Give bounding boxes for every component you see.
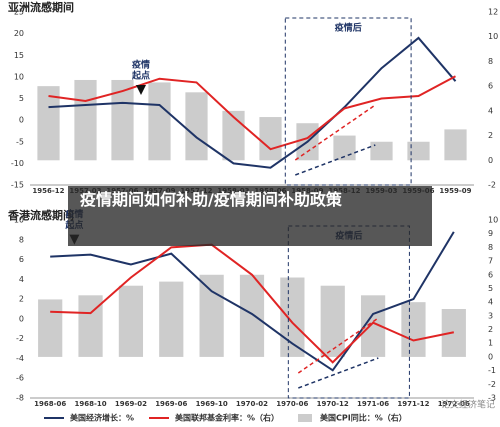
x-tick-label: 1956-12 (32, 187, 64, 195)
y2-tick-label: 2 (488, 325, 493, 334)
y-tick-label: -10 (11, 159, 24, 168)
y-tick-label: 10 (14, 72, 24, 81)
bar (259, 117, 282, 161)
y-tick-label: 5 (19, 94, 24, 103)
y2-tick-label: 0 (488, 352, 493, 361)
post-box (287, 225, 410, 399)
y2-tick-label: 8 (488, 243, 493, 252)
bar (111, 79, 134, 161)
y2-tick-label: 0 (488, 156, 493, 165)
y2-tick-label: 1 (488, 339, 493, 348)
x-tick-label: 1959-09 (439, 187, 471, 195)
legend-swatch (298, 414, 312, 422)
x-tick-label: 1972-06 (438, 400, 470, 408)
annotation: 疫情 (132, 58, 150, 70)
arrow (298, 357, 379, 389)
marker (136, 84, 146, 95)
x-tick-label: 1969-06 (155, 400, 187, 408)
y2-tick-label: 10 (488, 216, 498, 225)
y2-tick-label: 4 (488, 298, 493, 307)
watermark: 论文经济笔记 (441, 399, 495, 411)
bar (401, 302, 426, 357)
y2-tick-label: -2 (488, 181, 496, 190)
x-tick-label: 1969-10 (196, 400, 228, 408)
bar (37, 86, 60, 161)
x-tick-label: 1968-10 (74, 400, 106, 408)
y-tick-label: 8 (19, 235, 24, 244)
y-tick-label: 0 (19, 116, 24, 125)
annotation: 疫情后 (335, 22, 362, 34)
y2-tick-label: 4 (488, 106, 493, 115)
y2-tick-label: 2 (488, 131, 493, 140)
y2-tick-label: 12 (488, 8, 498, 17)
line (48, 36, 457, 169)
y-tick-label: -5 (16, 137, 24, 146)
arrow (294, 104, 376, 161)
bar (280, 277, 305, 357)
bar (239, 274, 265, 357)
arrow (297, 317, 379, 374)
y-tick-label: -6 (16, 374, 24, 383)
y-tick-label: 4 (19, 275, 24, 284)
bar (38, 299, 63, 357)
y2-tick-label: 10 (488, 32, 498, 41)
y2-tick-label: -2 (488, 380, 496, 389)
x-tick-label: 1969-02 (115, 400, 147, 408)
bar (199, 274, 224, 357)
y2-tick-label: 8 (488, 57, 493, 66)
chart-title: 香港流感期间 (7, 208, 74, 222)
y-tick-label: 15 (14, 51, 24, 60)
line (50, 243, 455, 364)
bar (444, 129, 467, 161)
y-tick-label: 6 (19, 255, 24, 264)
y2-tick-label: -3 (488, 394, 496, 403)
y-tick-label: -8 (16, 394, 24, 403)
x-tick-label: 1970-12 (317, 400, 349, 408)
y-tick-label: 2 (19, 295, 24, 304)
banner (68, 186, 432, 246)
bar (222, 110, 245, 161)
chart-title: 亚洲流感期间 (8, 0, 74, 14)
x-tick-label: 1970-02 (236, 400, 268, 408)
x-tick-label: 1971-06 (357, 400, 389, 408)
y-tick-label: 20 (14, 29, 24, 38)
legend-label: 美国联邦基金利率：%（右） (175, 413, 279, 423)
legend-label: 美国经济增长：% (70, 413, 134, 423)
y2-tick-label: -1 (488, 366, 496, 375)
y-tick-label: 0 (19, 314, 24, 323)
y-tick-label: -2 (16, 334, 24, 343)
bar (74, 79, 97, 161)
y2-tick-label: 6 (488, 270, 493, 279)
x-tick-label: 1968-06 (34, 400, 66, 408)
x-tick-label: 1970-06 (276, 400, 308, 408)
banner-title: 疫情期间如何补助/疫情期间补助政策 (80, 190, 343, 209)
bar (370, 141, 393, 161)
y2-tick-label: 9 (488, 229, 493, 238)
y-tick-label: -15 (11, 181, 24, 190)
x-tick-label: 1971-12 (397, 400, 429, 408)
y-tick-label: 10 (14, 216, 24, 225)
bar (159, 281, 184, 357)
legend-label: 美国CPI同比：%（右） (320, 413, 407, 423)
arrow (295, 144, 376, 176)
y-tick-label: 25 (14, 8, 24, 17)
annotation: 起点 (131, 69, 150, 81)
line (48, 75, 456, 151)
bar (185, 92, 208, 161)
bar (148, 82, 171, 161)
bar (320, 285, 345, 357)
bar (118, 285, 144, 357)
y2-tick-label: 6 (488, 82, 493, 91)
y2-tick-label: 3 (488, 311, 493, 320)
y-tick-label: -4 (16, 354, 24, 363)
y2-tick-label: 7 (488, 257, 493, 266)
y2-tick-label: 5 (488, 284, 493, 293)
bar (407, 141, 430, 161)
line (50, 231, 455, 372)
